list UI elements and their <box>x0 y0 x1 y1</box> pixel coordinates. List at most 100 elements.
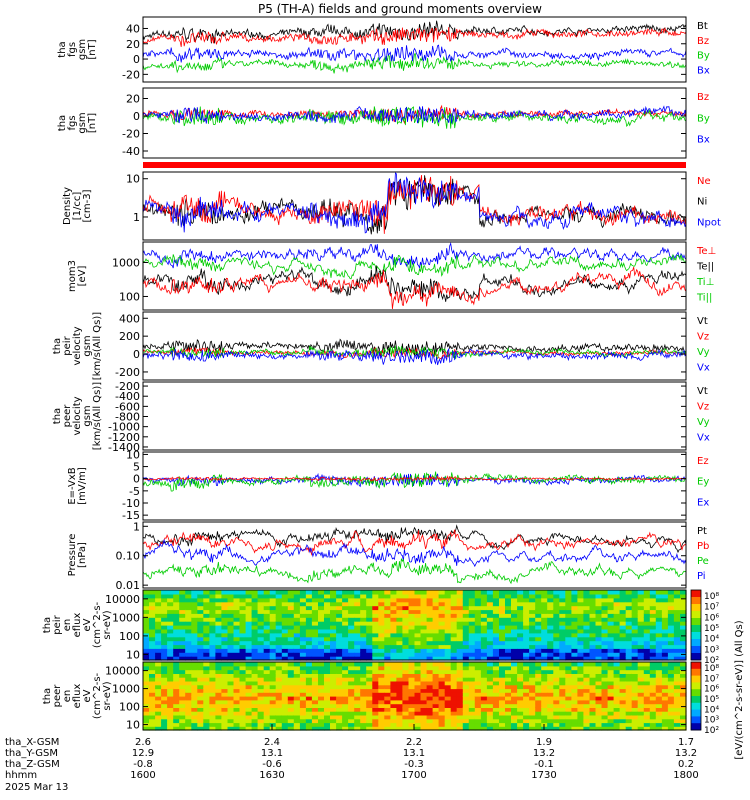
spectrogram-cell <box>239 722 247 727</box>
spectrogram-cell <box>559 665 566 671</box>
spectrogram-cell <box>311 707 319 712</box>
spectrogram-cell <box>299 656 307 661</box>
spectrogram-cell <box>432 590 440 595</box>
spectrogram-cell <box>577 718 584 724</box>
spectrogram-cell <box>505 632 512 638</box>
spectrogram-cell <box>426 665 434 671</box>
spectrogram-cell <box>505 644 512 649</box>
spectrogram-cell <box>505 662 512 667</box>
spectrogram-cell <box>565 640 572 646</box>
spectrogram-cell <box>191 722 198 727</box>
spectrogram-cell <box>251 714 259 720</box>
spectrogram-cell <box>468 703 476 708</box>
spectrogram-cell <box>179 617 186 622</box>
spectrogram-cell <box>257 726 265 731</box>
spectrogram-cell <box>661 617 669 622</box>
spectrogram-cell <box>517 673 524 678</box>
x-tick-label: 1.7 <box>678 737 694 748</box>
spectrogram-cell <box>197 590 204 595</box>
spectrogram-cell <box>426 640 434 646</box>
spectrogram-cell <box>191 605 198 611</box>
spectrogram-cell <box>444 688 452 693</box>
spectrogram-cell <box>209 632 216 638</box>
spectrogram-cell <box>667 692 675 697</box>
spectrogram-cell <box>269 625 277 630</box>
spectrogram-cell <box>456 703 464 708</box>
spectrogram-cell <box>354 696 361 701</box>
spectrogram-cell <box>577 644 584 649</box>
spectrogram-cell <box>601 648 609 653</box>
series-line-Te <box>142 266 687 310</box>
spectrogram-cell <box>251 613 259 618</box>
spectrogram-cell <box>390 688 397 693</box>
spectrogram-cell <box>637 680 645 686</box>
spectrogram-cell <box>571 714 578 720</box>
spectrogram-cell <box>583 648 590 653</box>
spectrogram-cell <box>275 656 283 661</box>
spectrogram-cell <box>474 684 482 690</box>
spectrogram-cell <box>324 640 331 646</box>
spectrogram-cell <box>354 648 361 653</box>
spectrogram-cell <box>619 711 627 716</box>
spectrogram-cell <box>432 601 440 607</box>
spectrogram-cell <box>161 665 168 671</box>
spectrogram-cell <box>299 673 307 678</box>
spectrogram-cell <box>414 648 422 653</box>
spectrogram-cell <box>233 609 241 614</box>
spectrogram-cell <box>396 625 403 630</box>
spectrogram-cell <box>390 644 397 649</box>
spectrogram-cell <box>444 609 452 614</box>
spectrogram-cell <box>486 605 494 611</box>
spectrogram-cell <box>311 597 319 603</box>
spectrogram-cell <box>287 718 295 724</box>
spectrogram-cell <box>143 597 150 603</box>
state-bar <box>143 162 686 168</box>
spectrogram-cell <box>155 692 162 697</box>
spectrogram-cell <box>396 722 403 727</box>
spectrogram-cell <box>360 673 367 678</box>
spectrogram-cell <box>480 621 488 626</box>
spectrogram-cell <box>414 722 422 727</box>
x-tick-label: 13.1 <box>261 748 283 759</box>
spectrogram-cell <box>402 625 409 630</box>
spectrogram-cell <box>257 656 265 661</box>
spectrogram-cell <box>529 688 536 693</box>
spectrogram-cell <box>155 597 162 603</box>
spectrogram-cell <box>348 617 355 622</box>
spectrogram-cell <box>637 609 645 614</box>
spectrogram-cell <box>191 644 198 649</box>
spectrogram-cell <box>444 699 452 705</box>
spectrogram-cell <box>263 605 271 611</box>
spectrogram-cell <box>305 673 313 678</box>
y-tick-label: -20 <box>122 68 140 81</box>
spectrogram-cell <box>589 665 597 671</box>
spectrogram-cell <box>324 707 331 712</box>
spectrogram-cell <box>492 597 500 603</box>
spectrogram-cell <box>287 593 295 599</box>
spectrogram-cell <box>281 722 289 727</box>
spectrogram-cell <box>348 625 355 630</box>
spectrogram-cell <box>263 590 271 595</box>
spectrogram-cell <box>438 684 446 690</box>
legend-Vz: Vz <box>697 332 709 343</box>
spectrogram-cell <box>649 707 657 712</box>
spectrogram-cell <box>426 609 434 614</box>
spectrogram-cell <box>511 632 518 638</box>
spectrogram-cell <box>541 656 548 661</box>
spectrogram-cell <box>583 684 590 690</box>
spectrogram-cell <box>414 692 422 697</box>
spectrogram-cell <box>167 692 174 697</box>
spectrogram-cell <box>251 644 259 649</box>
spectrogram-cell <box>426 593 434 599</box>
spectrogram-cell <box>432 684 440 690</box>
spectrogram-cell <box>293 640 301 646</box>
spectrogram-cell <box>245 699 253 705</box>
spectrogram-cell <box>492 656 500 661</box>
spectrogram-cell <box>529 644 536 649</box>
spectrogram-cell <box>318 696 325 701</box>
spectrogram-cell <box>251 640 259 646</box>
spectrogram-cell <box>287 673 295 678</box>
spectrogram-cell <box>529 597 536 603</box>
spectrogram-cell <box>360 640 367 646</box>
spectrogram-cell <box>517 696 524 701</box>
